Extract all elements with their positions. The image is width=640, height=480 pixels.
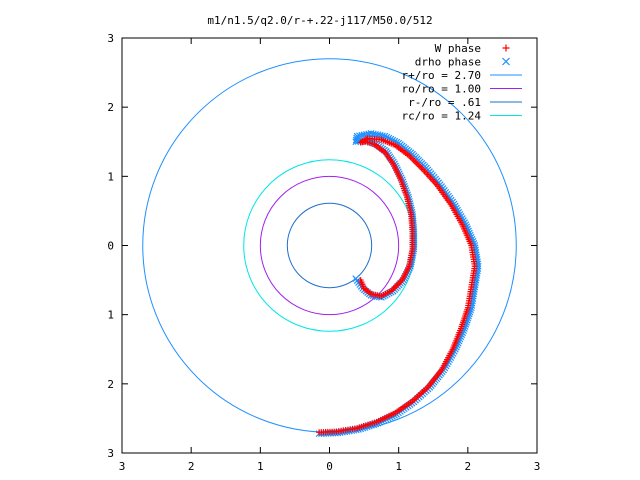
y-tick-label: 3 bbox=[107, 32, 114, 45]
x-tick-label: 1 bbox=[257, 460, 264, 473]
drho-phase-point bbox=[379, 132, 386, 140]
x-tick-label: 2 bbox=[465, 460, 472, 473]
x-tick-label: 3 bbox=[119, 460, 126, 473]
x-tick-label: 3 bbox=[534, 460, 541, 473]
circle-5 bbox=[243, 159, 416, 332]
y-tick-label: 1 bbox=[107, 309, 114, 322]
x-tick-label: 0 bbox=[326, 460, 333, 473]
legend-label: rc/ro = 1.24 bbox=[402, 110, 482, 123]
y-tick-label: 3 bbox=[107, 447, 114, 460]
circle-3 bbox=[259, 175, 400, 316]
legend-label: r+/ro = 2.70 bbox=[402, 69, 481, 82]
x-tick-label: 1 bbox=[395, 460, 402, 473]
w-phase-point bbox=[316, 429, 323, 436]
legend-label: drho phase bbox=[415, 56, 481, 69]
reference-circles bbox=[142, 58, 517, 433]
legend-label: W phase bbox=[435, 42, 481, 55]
circle-4 bbox=[286, 202, 373, 289]
legend-label: ro/ro = 1.00 bbox=[402, 83, 481, 96]
y-tick-label: 2 bbox=[107, 101, 114, 114]
chart-title: m1/n1.5/q2.0/r-+.22-j117/M50.0/512 bbox=[207, 14, 432, 27]
legend-marker bbox=[502, 57, 510, 66]
legend-label: r-/ro = .61 bbox=[408, 96, 481, 109]
x-tick-label: 2 bbox=[188, 460, 195, 473]
legend-marker bbox=[502, 44, 510, 52]
y-tick-label: 1 bbox=[107, 170, 114, 183]
phase-points bbox=[315, 130, 482, 438]
y-tick-label: 0 bbox=[107, 240, 114, 253]
y-tick-label: 2 bbox=[107, 378, 114, 391]
